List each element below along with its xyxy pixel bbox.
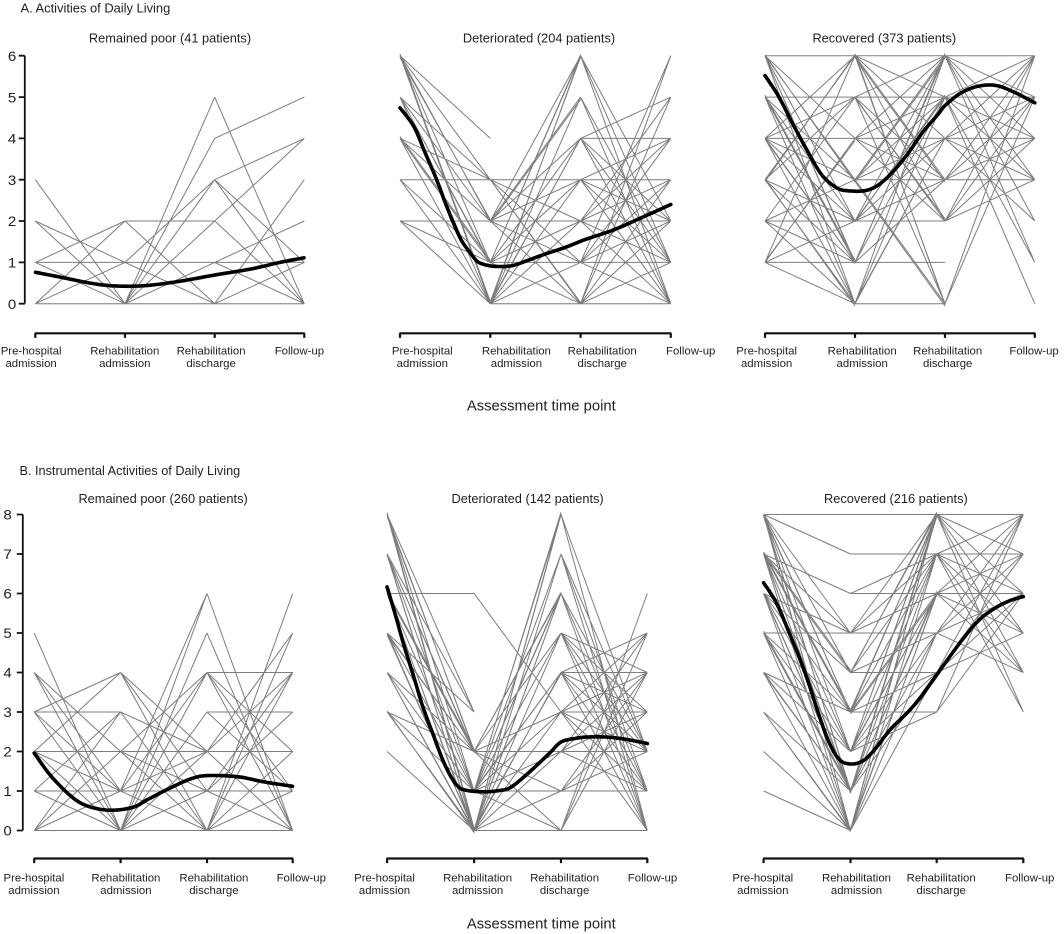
svg-text:Recovered (373 patients): Recovered (373 patients) [812, 31, 956, 46]
svg-text:Rehabilitation: Rehabilitation [482, 345, 551, 357]
svg-text:discharge: discharge [186, 358, 235, 370]
svg-text:admission: admission [8, 885, 59, 897]
svg-text:discharge: discharge [578, 358, 627, 370]
svg-text:Rehabilitation: Rehabilitation [568, 345, 637, 357]
svg-text:admission: admission [452, 885, 503, 897]
svg-text:2: 2 [8, 213, 17, 229]
svg-text:4: 4 [8, 131, 17, 147]
svg-text:Follow-up: Follow-up [1009, 345, 1058, 357]
svg-text:Follow-up: Follow-up [277, 873, 326, 885]
svg-text:Rehabilitation: Rehabilitation [530, 873, 599, 885]
svg-text:Assessment time point: Assessment time point [467, 917, 616, 933]
svg-text:6: 6 [8, 48, 17, 64]
svg-text:3: 3 [8, 172, 17, 188]
svg-text:Follow-up: Follow-up [275, 345, 324, 357]
svg-text:admission: admission [741, 358, 792, 370]
svg-text:admission: admission [5, 358, 56, 370]
svg-text:7: 7 [3, 546, 12, 562]
svg-text:Pre-hospital: Pre-hospital [736, 345, 797, 357]
svg-text:Remained poor (260 patients): Remained poor (260 patients) [78, 491, 247, 506]
svg-text:0: 0 [3, 823, 12, 839]
svg-text:Pre-hospital: Pre-hospital [732, 873, 793, 885]
svg-text:Follow-up: Follow-up [666, 345, 715, 357]
svg-text:discharge: discharge [923, 358, 972, 370]
svg-text:0: 0 [8, 296, 17, 312]
svg-text:Rehabilitation: Rehabilitation [179, 873, 248, 885]
svg-text:6: 6 [3, 586, 12, 602]
svg-text:Pre-hospital: Pre-hospital [1, 345, 62, 357]
svg-text:Rehabilitation: Rehabilitation [822, 873, 891, 885]
svg-text:5: 5 [3, 625, 12, 641]
svg-text:3: 3 [3, 704, 12, 720]
svg-text:4: 4 [3, 665, 12, 681]
svg-text:8: 8 [3, 507, 12, 523]
svg-text:admission: admission [99, 358, 150, 370]
svg-text:Pre-hospital: Pre-hospital [392, 345, 453, 357]
svg-text:Pre-hospital: Pre-hospital [354, 873, 415, 885]
svg-text:Rehabilitation: Rehabilitation [177, 345, 246, 357]
svg-text:Rehabilitation: Rehabilitation [828, 345, 897, 357]
svg-text:admission: admission [737, 885, 788, 897]
svg-text:A. Activities of Daily Living: A. Activities of Daily Living [21, 1, 171, 16]
svg-text:2: 2 [3, 744, 12, 760]
svg-text:admission: admission [831, 885, 882, 897]
svg-text:Pre-hospital: Pre-hospital [4, 873, 65, 885]
svg-text:Remained poor (41 patients): Remained poor (41 patients) [89, 31, 251, 46]
svg-text:Follow-up: Follow-up [1005, 873, 1054, 885]
svg-text:Follow-up: Follow-up [628, 873, 677, 885]
svg-text:Rehabilitation: Rehabilitation [913, 345, 982, 357]
svg-text:Rehabilitation: Rehabilitation [443, 873, 512, 885]
svg-text:B. Instrumental Activities of: B. Instrumental Activities of Daily Livi… [20, 464, 241, 478]
svg-text:admission: admission [359, 885, 410, 897]
svg-text:admission: admission [100, 885, 151, 897]
svg-text:5: 5 [8, 89, 17, 105]
svg-text:Deteriorated (204 patients): Deteriorated (204 patients) [463, 31, 615, 46]
svg-text:discharge: discharge [189, 885, 238, 897]
svg-text:Rehabilitation: Rehabilitation [91, 873, 160, 885]
svg-text:discharge: discharge [540, 885, 589, 897]
svg-text:Recovered (216 patients): Recovered (216 patients) [824, 491, 968, 506]
svg-text:Rehabilitation: Rehabilitation [907, 873, 976, 885]
svg-text:Deteriorated (142 patients): Deteriorated (142 patients) [451, 491, 603, 506]
svg-text:admission: admission [491, 358, 542, 370]
svg-text:Assessment time point: Assessment time point [467, 399, 616, 415]
svg-text:admission: admission [397, 358, 448, 370]
svg-text:admission: admission [837, 358, 888, 370]
svg-text:1: 1 [8, 255, 17, 271]
svg-text:discharge: discharge [917, 885, 966, 897]
svg-text:Rehabilitation: Rehabilitation [90, 345, 159, 357]
svg-text:1: 1 [3, 783, 12, 799]
